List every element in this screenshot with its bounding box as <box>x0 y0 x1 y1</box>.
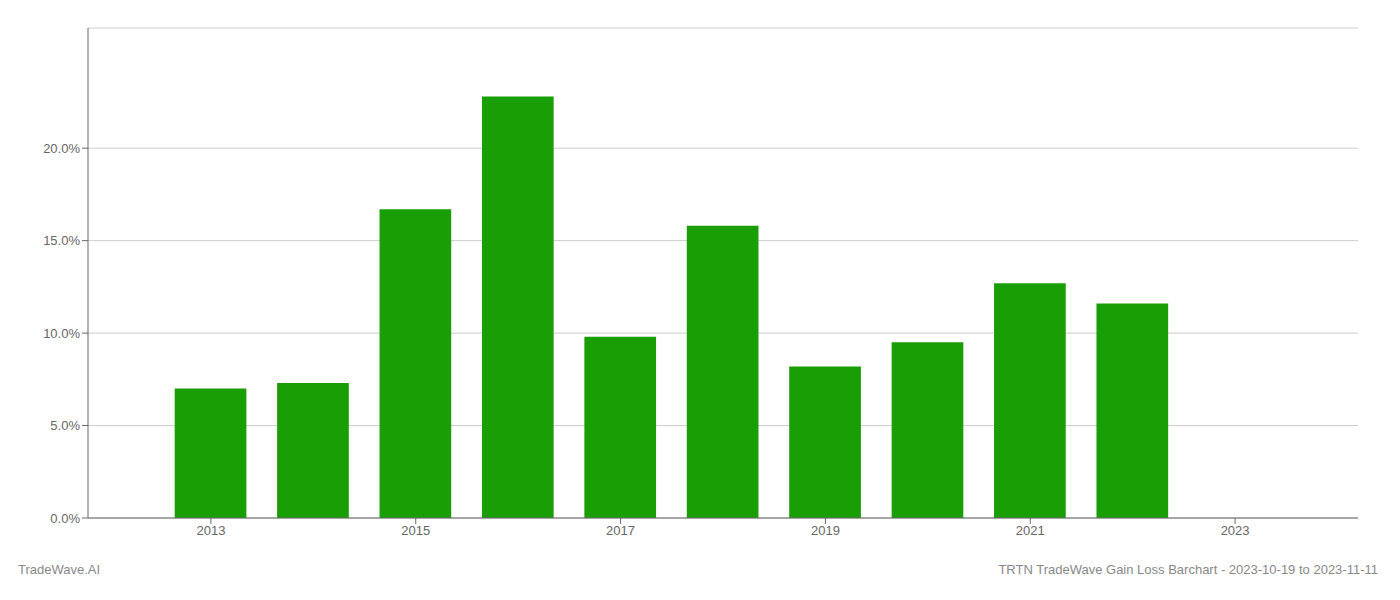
svg-text:2019: 2019 <box>811 523 840 538</box>
svg-text:5.0%: 5.0% <box>50 418 80 433</box>
svg-text:20.0%: 20.0% <box>43 141 80 156</box>
html-text:TRTN TradeWave Gain Loss Barch: TRTN TradeWave Gain Loss Barchart - 2023… <box>998 562 1378 577</box>
svg-text:15.0%: 15.0% <box>43 233 80 248</box>
svg-text:2015: 2015 <box>401 523 430 538</box>
svg-text:2021: 2021 <box>1016 523 1045 538</box>
svg-text:2013: 2013 <box>196 523 225 538</box>
svg-text:0.0%: 0.0% <box>50 511 80 526</box>
svg-text:2023: 2023 <box>1221 523 1250 538</box>
svg-text:10.0%: 10.0% <box>43 326 80 341</box>
svg-text:2017: 2017 <box>606 523 635 538</box>
html-text:TradeWave.AI: TradeWave.AI <box>18 562 101 577</box>
